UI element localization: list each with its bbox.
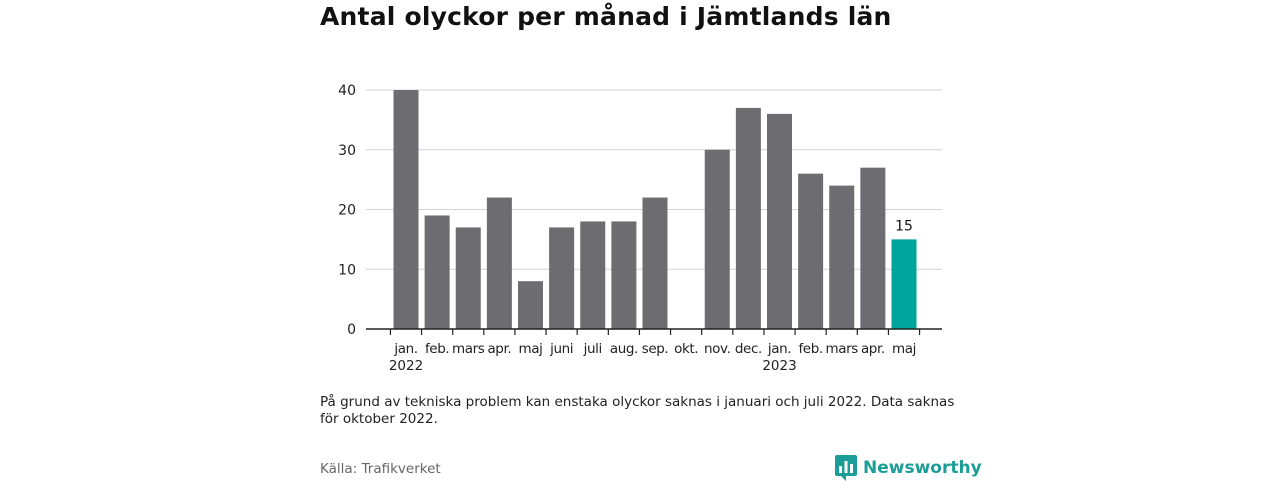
bar (767, 113, 792, 330)
x-tick-label: feb. (798, 341, 822, 357)
x-tick-label: jan. (767, 341, 791, 357)
x-tick-label: juli (583, 341, 602, 357)
x-tick-label: apr. (861, 341, 885, 357)
newsworthy-logo-icon (835, 455, 857, 481)
bar (518, 281, 543, 329)
x-year-label: 2023 (762, 358, 796, 374)
bar (860, 167, 886, 329)
bar-highlight (891, 239, 917, 329)
x-tick-label: mars (826, 341, 859, 357)
x-tick-label: feb. (425, 341, 449, 357)
bars (393, 90, 917, 330)
x-tick-label: nov. (704, 341, 730, 357)
y-tick-label: 0 (347, 322, 356, 338)
y-tick-label: 10 (338, 262, 356, 278)
bar (580, 221, 606, 329)
brand-name: Newsworthy (863, 458, 982, 478)
data-label: 15 (895, 218, 913, 234)
bar (704, 149, 730, 329)
bar (486, 197, 512, 329)
x-tick-label: mars (452, 341, 485, 357)
data-labels: 15 (895, 218, 913, 234)
bar (549, 227, 575, 329)
x-tick-label: maj (519, 341, 543, 357)
y-tick-label: 30 (338, 143, 356, 159)
bar (798, 173, 824, 329)
bar (424, 215, 450, 329)
bar (393, 90, 419, 329)
bar (642, 197, 668, 329)
x-year-label: 2022 (389, 358, 423, 374)
source-label: Källa: Trafikverket (320, 461, 441, 477)
x-tick-label: juni (549, 341, 573, 357)
x-axis-labels: jan. feb. mars apr. maj juni juli aug. sep. okt. n… (389, 341, 917, 374)
bar (735, 107, 761, 329)
y-tick-label: 40 (338, 83, 356, 99)
newsworthy-brand[interactable]: Newsworthy (835, 455, 982, 481)
bar (829, 185, 855, 329)
x-tick-label: sep. (642, 341, 669, 357)
footnote: På grund av tekniska problem kan enstaka… (320, 394, 955, 427)
x-tick-label: dec. (735, 341, 762, 357)
x-tick-label: jan. (393, 341, 417, 357)
x-axis (366, 328, 942, 335)
y-axis-ticks: 0 10 20 30 40 (338, 83, 356, 338)
bar (611, 221, 637, 329)
x-tick-label: apr. (487, 341, 511, 357)
x-tick-label: aug. (610, 341, 638, 357)
bar (455, 227, 481, 329)
x-tick-label: okt. (674, 341, 698, 357)
x-tick-label: maj (892, 341, 916, 357)
chart-title: Antal olyckor per månad i Jämtlands län (320, 2, 892, 31)
y-tick-label: 20 (338, 203, 356, 219)
